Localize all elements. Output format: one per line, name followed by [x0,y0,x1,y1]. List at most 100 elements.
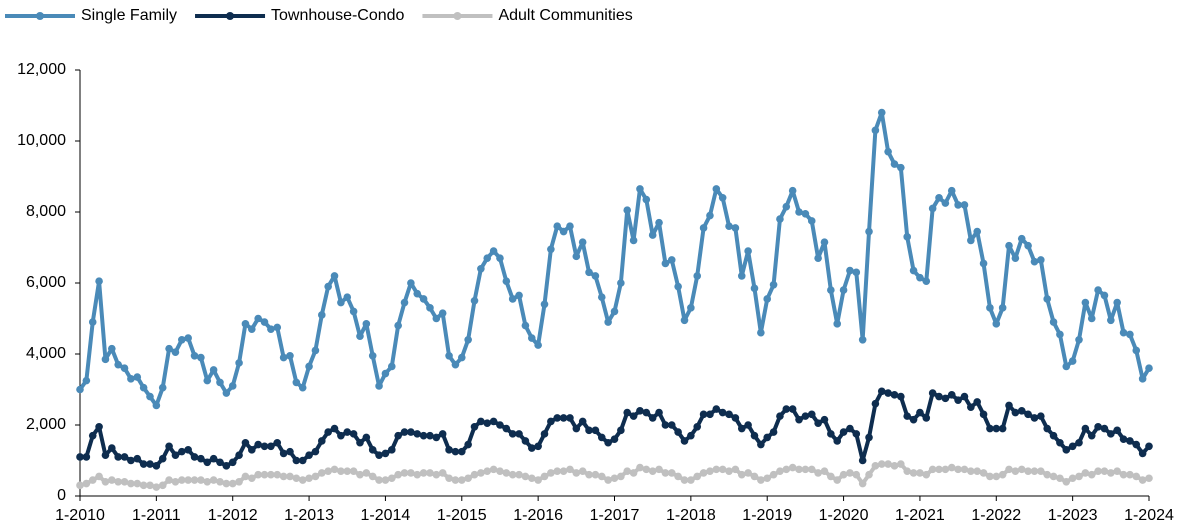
series-point [496,421,504,429]
series-point [381,369,390,378]
series-point [470,470,479,479]
series-point [597,293,606,302]
series-point [190,453,199,461]
series-point [515,291,523,300]
series-point [604,318,612,326]
series-point [496,254,504,262]
series-point [916,408,924,417]
series-point [248,446,256,454]
series-point [986,424,994,433]
series-point [235,478,243,486]
series-point [120,364,129,373]
series-point [305,474,313,483]
series-point [1138,449,1147,458]
series-point [152,483,161,491]
series-point [827,286,835,294]
series-point [343,467,352,475]
series-point [1087,314,1096,323]
series-point [623,206,632,215]
series-point [1005,241,1013,250]
series-point [426,469,434,477]
series-point [776,215,784,223]
series-point [820,238,829,246]
series-point [642,195,651,204]
series-point [852,470,861,479]
series-point [680,316,689,325]
series-point [680,437,689,445]
series-point [1043,295,1051,303]
y-tick-label: 6,000 [26,274,66,291]
series-point [1043,470,1051,479]
series-point [356,470,364,479]
series-point [171,348,180,357]
series-point [260,318,269,326]
series-point [267,325,275,333]
x-tick-label: 1-2010 [55,507,105,524]
series-point [1094,467,1102,475]
series-point [617,279,625,287]
series-point [279,353,288,362]
series-point [362,469,371,477]
series-point [349,467,358,475]
series-point [642,465,651,474]
series-point [1024,410,1032,419]
series-point [311,346,320,355]
y-tick-label: 10,000 [17,132,66,149]
series-point [330,272,339,280]
series-point [935,465,943,474]
series-point [349,430,358,438]
series-point [464,440,472,449]
series-point [699,224,708,232]
series-point [979,259,988,268]
series-point [527,334,536,342]
series-point [311,447,320,456]
series-point [88,476,97,484]
series-point [108,444,116,452]
x-tick-label: 1-2016 [513,507,563,524]
series-point [1068,474,1077,483]
x-tick-label: 1-2024 [1124,507,1174,524]
series-point [757,328,765,337]
series-point [871,399,880,408]
series-point [133,454,142,463]
series-point [228,479,237,488]
series-point [909,266,918,275]
series-point [693,272,702,280]
series-point [445,474,453,483]
series-point [1107,316,1115,325]
series-point [648,467,657,475]
legend-label: Townhouse-Condo [271,7,405,24]
series-point [101,355,110,364]
series-point [858,456,867,465]
series-point [254,440,262,449]
series-point [165,344,173,353]
series-point [928,389,937,397]
series-point [1043,424,1051,433]
series-point [706,410,714,419]
series-point [127,479,135,488]
series-point [521,437,530,445]
series-point [1017,234,1026,243]
series-point [833,437,842,445]
series-point [171,451,180,459]
series-point [846,424,854,433]
series-point [114,453,122,461]
legend-marker [453,12,462,20]
series-point [1011,467,1020,475]
series-point [292,474,301,483]
series-point [998,470,1007,479]
series-point [909,415,918,424]
series-point [839,470,848,479]
series-point [248,474,256,483]
x-tick-label: 1-2014 [361,507,411,524]
series-point [610,435,619,444]
series-point [457,447,466,456]
series-point [438,469,447,477]
series-point [279,472,288,481]
series-point [737,272,746,280]
series-point [737,424,746,433]
series-point [178,336,186,344]
series-point [508,470,517,479]
series-point [776,412,784,420]
series-point [642,408,651,417]
